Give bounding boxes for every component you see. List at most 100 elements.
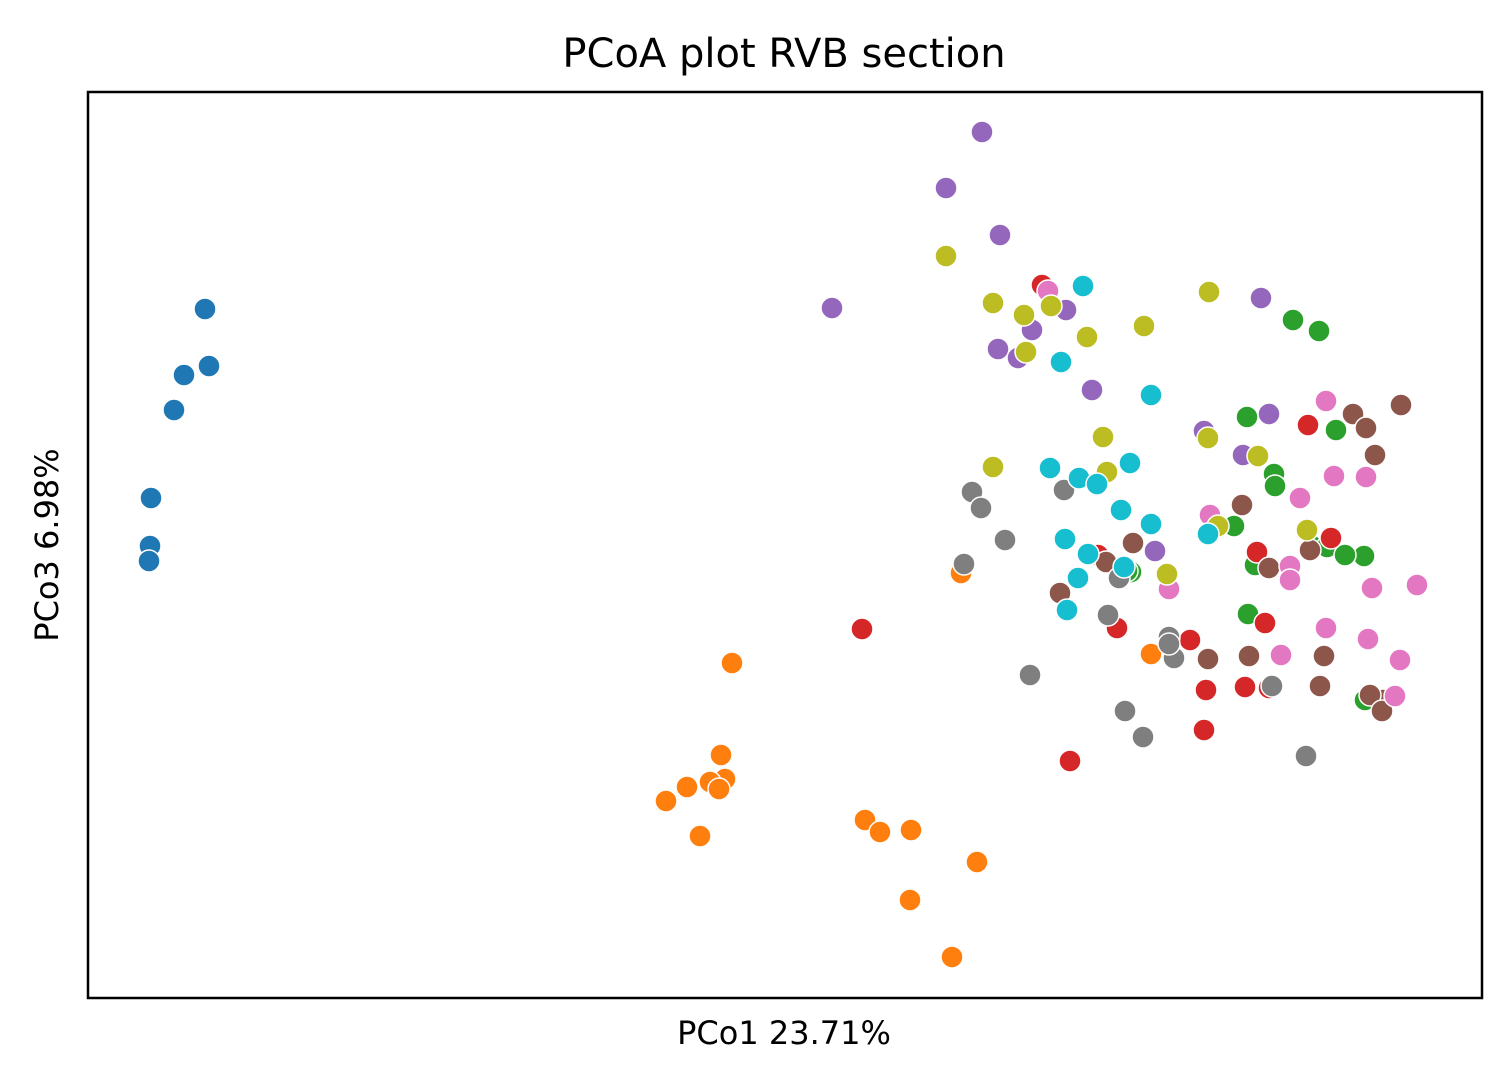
scatter-point <box>1131 725 1155 749</box>
scatter-point <box>1049 350 1073 374</box>
scatter-point <box>1178 628 1202 652</box>
chart-title: PCoA plot RVB section <box>562 31 1005 77</box>
scatter-point <box>898 888 922 912</box>
scatter-point <box>899 818 923 842</box>
scatter-point <box>1324 418 1348 442</box>
scatter-point <box>1307 319 1331 343</box>
scatter-point <box>1288 486 1312 510</box>
scatter-point <box>1039 294 1063 318</box>
scatter-point <box>934 176 958 200</box>
scatter-point <box>1143 539 1167 563</box>
scatter-point <box>981 455 1005 479</box>
scatter-point <box>1196 647 1220 671</box>
scatter-point <box>1071 274 1095 298</box>
scatter-point <box>137 549 161 573</box>
scatter-point <box>720 651 744 675</box>
scatter-point <box>868 820 892 844</box>
scatter-point <box>1298 538 1322 562</box>
scatter-point <box>688 824 712 848</box>
scatter-point <box>1018 663 1042 687</box>
scatter-point <box>1058 749 1082 773</box>
scatter-point <box>1194 678 1218 702</box>
scatter-point <box>1360 576 1384 600</box>
scatter-point <box>1091 425 1115 449</box>
scatter-point <box>1080 378 1104 402</box>
scatter-point <box>1370 699 1394 723</box>
scatter-point <box>1066 566 1090 590</box>
scatter-point <box>993 528 1017 552</box>
scatter-point <box>1314 616 1338 640</box>
scatter-point <box>1237 644 1261 668</box>
scatter-point <box>1112 555 1136 579</box>
y-axis-label: PCo3 6.98% <box>28 448 66 641</box>
scatter-point <box>1278 568 1302 592</box>
x-axis-label: PCo1 23.71% <box>677 1014 891 1052</box>
scatter-point <box>1196 426 1220 450</box>
scatter-point <box>193 297 217 321</box>
scatter-point <box>1139 383 1163 407</box>
scatter-point <box>1356 627 1380 651</box>
scatter-point <box>1354 416 1378 440</box>
scatter-point <box>1012 303 1036 327</box>
scatter-point <box>1139 512 1163 536</box>
scatter-point <box>1196 522 1220 546</box>
scatter-point <box>1249 286 1273 310</box>
points-layer <box>137 120 1429 969</box>
scatter-point <box>1308 674 1332 698</box>
scatter-point <box>1333 543 1357 567</box>
scatter-point <box>1096 603 1120 627</box>
scatter-point <box>1257 556 1281 580</box>
scatter-point <box>1405 573 1429 597</box>
scatter-point <box>1358 683 1382 707</box>
scatter-point <box>1157 632 1181 656</box>
scatter-point <box>1314 389 1338 413</box>
scatter-point <box>654 789 678 813</box>
scatter-point <box>1296 413 1320 437</box>
scatter-point <box>986 337 1010 361</box>
scatter-point <box>952 552 976 576</box>
scatter-point <box>981 291 1005 315</box>
scatter-point <box>1263 474 1287 498</box>
scatter-point <box>1253 611 1277 635</box>
scatter-point <box>1055 598 1079 622</box>
scatter-point <box>1230 493 1254 517</box>
scatter-point <box>1354 465 1378 489</box>
scatter-point <box>1294 744 1318 768</box>
scatter-point <box>1197 280 1221 304</box>
scatter-point <box>707 777 731 801</box>
scatter-point <box>1118 451 1142 475</box>
scatter-point <box>1319 526 1343 550</box>
scatter-point <box>850 617 874 641</box>
scatter-point <box>197 354 221 378</box>
scatter-point <box>1388 648 1412 672</box>
scatter-point <box>1245 540 1269 564</box>
scatter-point <box>988 223 1012 247</box>
scatter-point <box>1246 444 1270 468</box>
scatter-point <box>162 398 186 422</box>
scatter-point <box>1312 644 1336 668</box>
plot-area-frame <box>86 90 1484 1000</box>
scatter-point <box>709 743 733 767</box>
scatter-point <box>1233 675 1257 699</box>
scatter-point <box>1014 340 1038 364</box>
scatter-point <box>1363 443 1387 467</box>
scatter-point <box>820 296 844 320</box>
scatter-point <box>940 945 964 969</box>
scatter-point <box>675 775 699 799</box>
scatter-point <box>172 363 196 387</box>
scatter-point <box>965 850 989 874</box>
scatter-point <box>1281 308 1305 332</box>
scatter-point <box>1132 314 1156 338</box>
scatter-point <box>970 120 994 144</box>
scatter-point <box>1075 325 1099 349</box>
scatter-point <box>1269 643 1293 667</box>
scatter-point <box>1192 718 1216 742</box>
scatter-point <box>1139 642 1163 666</box>
scatter-point <box>1076 542 1100 566</box>
scatter-point <box>1155 562 1179 586</box>
scatter-point <box>1113 699 1137 723</box>
scatter-point <box>934 244 958 268</box>
scatter-point <box>139 486 163 510</box>
scatter-point <box>1038 456 1062 480</box>
